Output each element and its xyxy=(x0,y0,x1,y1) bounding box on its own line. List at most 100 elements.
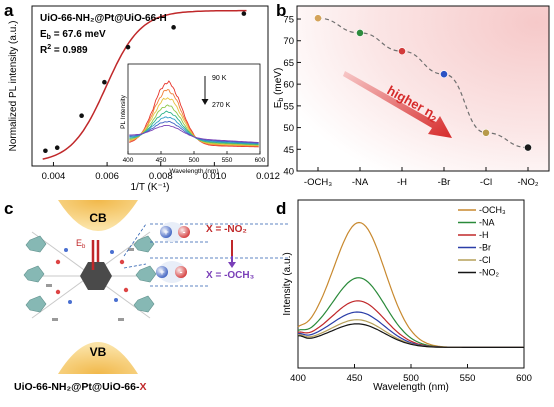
svg-text:-: - xyxy=(180,267,183,277)
inset-temp-top: 90 K xyxy=(212,75,227,82)
plot-a-x-tick-label: 0.004 xyxy=(42,171,66,182)
plot-b-point xyxy=(524,143,532,152)
plot-b-y-tick-label: 50 xyxy=(283,123,294,134)
plot-a-point xyxy=(241,11,247,16)
panel-letter-c: c xyxy=(4,199,13,218)
inset-ylabel: PL Intensity xyxy=(120,94,127,128)
plot-b-y-tick-label: 45 xyxy=(283,145,294,156)
plot-a-sample-label: UiO-66-NH₂@Pt@UiO-66-H xyxy=(40,13,167,24)
panel-c: c CB VB xyxy=(4,199,290,393)
plot-b-point xyxy=(314,14,322,23)
plot-d-legend: -OCH₃ -NA -H -Br -Cl -NO₂ xyxy=(458,205,506,278)
inset-x-tick-label: 500 xyxy=(189,157,200,164)
plot-a-r2-label: R2 = 0.989 xyxy=(40,44,88,56)
plot-a-ylabel: Normalized PL intensity (a.u.) xyxy=(8,21,19,152)
plot-b-frame xyxy=(296,5,550,172)
plot-d-x-tick-label: 450 xyxy=(347,373,363,384)
plot-d-legend-label: -Br xyxy=(479,243,491,253)
plot-a-xlabel: 1/T (K⁻¹) xyxy=(131,182,170,193)
vb-band xyxy=(58,342,138,374)
svg-text:-: - xyxy=(183,227,186,237)
plot-d-curve xyxy=(298,323,524,348)
plot-d-x-tick-label: 600 xyxy=(516,373,532,384)
x-top-label: X = -NO₂ xyxy=(206,224,247,235)
inset-x-tick-label: 400 xyxy=(123,157,134,164)
exciton-pair-bottom: + - xyxy=(150,257,290,287)
plot-a-point xyxy=(171,25,176,30)
plot-a-x-tick-label: 0.010 xyxy=(202,171,226,182)
plot-a-fit-line xyxy=(42,9,247,160)
inset-curve xyxy=(129,124,259,143)
plot-b-point xyxy=(482,128,490,137)
plot-a-eb-label: Eb = 67.6 meV xyxy=(40,29,106,41)
plot-b-arrow xyxy=(343,71,452,138)
plot-b-y-tick-label: 55 xyxy=(283,101,294,112)
plot-d-curve xyxy=(297,277,524,348)
plot-b-point xyxy=(356,29,364,37)
plot-a-x-tick-label: 0.012 xyxy=(256,171,280,182)
panel-letter-d: d xyxy=(276,199,286,218)
inset-frame xyxy=(127,63,261,155)
plot-a-point xyxy=(54,145,60,151)
plot-b-points xyxy=(314,14,532,152)
plot-d-ylabel: Intensity (a.u.) xyxy=(282,252,293,315)
inset-arrow-head xyxy=(201,99,209,105)
plot-d-curve xyxy=(297,300,524,348)
panel-letter-b: b xyxy=(276,1,286,20)
plot-d-legend-label: -NA xyxy=(479,218,495,228)
plot-b-y-tick-label: 65 xyxy=(283,58,294,69)
plot-a-points xyxy=(43,11,247,154)
pt-core xyxy=(80,262,112,290)
plot-b-y-tick-label: 70 xyxy=(283,36,294,47)
eb-label: Eb xyxy=(76,238,86,250)
inset-x-tick-label: 600 xyxy=(255,157,266,164)
plot-a-x-ticks: 0.004 0.006 0.008 0.010 0.012 xyxy=(42,162,280,182)
plot-b-x-ticks: -OCH₃ -NA -H -Br -Cl -NO₂ xyxy=(304,167,539,188)
plot-a-frame xyxy=(31,5,269,167)
plot-d-x-tick-label: 550 xyxy=(460,373,476,384)
inset-temp-bottom: 270 K xyxy=(212,102,231,109)
plot-b-x-tick-label: -OCH₃ xyxy=(304,177,332,188)
plot-d-x-tick-label: 500 xyxy=(403,373,419,384)
plot-b-x-tick-label: -H xyxy=(397,177,407,188)
plot-a-x-tick-label: 0.008 xyxy=(149,171,173,182)
plot-d-x-tick-label: 400 xyxy=(290,373,306,384)
framework-illustration xyxy=(23,231,157,321)
plot-a-x-tick-label: 0.006 xyxy=(95,171,119,182)
panel-d: d 400 450 500 550 600 Wavelength (nm) Intens… xyxy=(276,199,532,393)
plot-b-point xyxy=(398,47,406,56)
plot-b-y-ticks: 40 45 50 55 60 65 70 75 xyxy=(283,15,301,178)
plot-b-point xyxy=(440,70,448,79)
plot-d-curves xyxy=(297,221,524,348)
inset-x-ticks: 400 450 500 550 600 xyxy=(123,151,266,164)
schematic-caption: UiO-66-NH₂@Pt@UiO-66-X xyxy=(14,381,147,393)
plot-a-point xyxy=(43,148,48,154)
plot-d-legend-label: -H xyxy=(479,230,489,240)
inset-x-tick-label: 550 xyxy=(222,157,233,164)
panel-a: a 0.004 0.006 0.008 0.010 0.012 1/T (K⁻¹) No… xyxy=(4,1,280,193)
plot-d-legend-label: -OCH₃ xyxy=(479,205,506,215)
plot-d-legend-label: -NO₂ xyxy=(479,268,499,278)
svg-text:+: + xyxy=(159,267,164,277)
plot-b-x-tick-label: -NA xyxy=(352,177,369,188)
plot-a-point xyxy=(102,79,107,85)
plot-a-point xyxy=(125,44,131,50)
plot-b-x-tick-label: -NO₂ xyxy=(517,177,538,188)
panel-letter-a: a xyxy=(4,1,14,20)
plot-d-legend-label: -Cl xyxy=(479,255,491,265)
x-bottom-label: X = -OCH₃ xyxy=(206,270,255,281)
x-arrow-head xyxy=(228,262,236,268)
plot-b-x-tick-label: -Cl xyxy=(480,177,492,188)
inset-xlabel: Wavelength (nm) xyxy=(169,168,218,175)
cb-band xyxy=(58,200,138,231)
cb-label: CB xyxy=(89,211,107,225)
plot-d-x-ticks: 400 450 500 550 600 xyxy=(290,364,532,384)
plot-b-y-tick-label: 60 xyxy=(283,80,294,91)
plot-b-y-tick-label: 40 xyxy=(283,167,294,178)
plot-b-y-tick-label: 75 xyxy=(283,15,294,26)
callout-line-top xyxy=(123,223,147,257)
callout-line-bottom xyxy=(123,263,147,269)
plot-b-x-tick-label: -Br xyxy=(438,177,451,188)
